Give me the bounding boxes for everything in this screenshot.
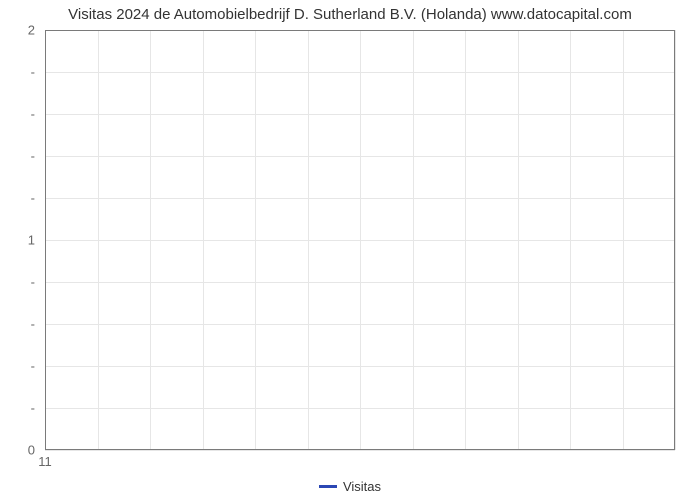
gridline-horizontal <box>45 156 675 157</box>
y-tick-label: 1 <box>28 233 45 248</box>
gridline-horizontal <box>45 366 675 367</box>
y-tick-label: 2 <box>28 23 45 38</box>
y-tick-minor: - <box>31 65 45 80</box>
gridline-horizontal <box>45 198 675 199</box>
gridline-horizontal <box>45 450 675 451</box>
y-tick-minor: - <box>31 275 45 290</box>
gridline-horizontal <box>45 72 675 73</box>
y-tick-minor: - <box>31 317 45 332</box>
y-tick-minor: - <box>31 359 45 374</box>
gridline-horizontal <box>45 324 675 325</box>
gridline-horizontal <box>45 30 675 31</box>
chart-container: Visitas 2024 de Automobielbedrijf D. Sut… <box>0 0 700 500</box>
gridline-horizontal <box>45 240 675 241</box>
chart-title: Visitas 2024 de Automobielbedrijf D. Sut… <box>0 6 700 23</box>
legend-swatch <box>319 485 337 488</box>
plot-area: 012--------11 <box>45 30 675 450</box>
gridline-horizontal <box>45 114 675 115</box>
x-tick-label: 11 <box>38 450 52 469</box>
legend: Visitas <box>0 478 700 494</box>
y-tick-minor: - <box>31 191 45 206</box>
gridline-horizontal <box>45 282 675 283</box>
y-tick-minor: - <box>31 401 45 416</box>
y-tick-minor: - <box>31 149 45 164</box>
gridline-vertical <box>675 30 676 450</box>
y-tick-minor: - <box>31 107 45 122</box>
gridline-horizontal <box>45 408 675 409</box>
legend-label: Visitas <box>343 479 381 494</box>
